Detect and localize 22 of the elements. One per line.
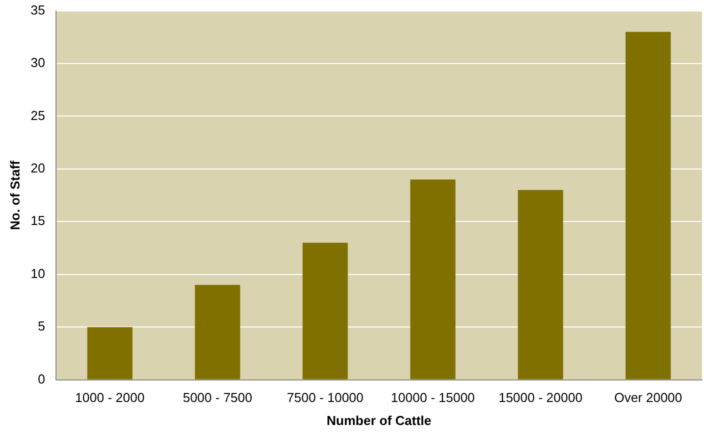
- bar: [302, 242, 348, 380]
- x-axis-title: Number of Cattle: [326, 412, 432, 428]
- x-tick-label: 1000 - 2000: [75, 390, 145, 406]
- bar: [518, 190, 564, 380]
- bar: [410, 179, 456, 380]
- y-tick-label: 0: [38, 371, 46, 386]
- y-tick-label: 25: [30, 108, 46, 123]
- y-tick-label: 35: [30, 2, 46, 18]
- bar: [87, 327, 132, 380]
- x-tick-label: 10000 - 15000: [390, 390, 475, 406]
- y-tick-label: 5: [38, 318, 46, 334]
- x-tick-label: 15000 - 20000: [498, 390, 582, 406]
- x-tick-label: 5000 - 7500: [182, 390, 252, 406]
- bar: [194, 284, 240, 380]
- x-tick-label: 7500 - 10000: [286, 390, 364, 406]
- y-tick-label: 10: [30, 266, 46, 281]
- y-tick-label: 15: [30, 213, 46, 228]
- y-tick-label: 20: [30, 160, 46, 176]
- y-tick-label: 30: [30, 55, 46, 70]
- y-axis-title: No. of Staff: [7, 160, 22, 230]
- x-tick-label: Over 20000: [614, 390, 682, 406]
- bar: [626, 32, 671, 380]
